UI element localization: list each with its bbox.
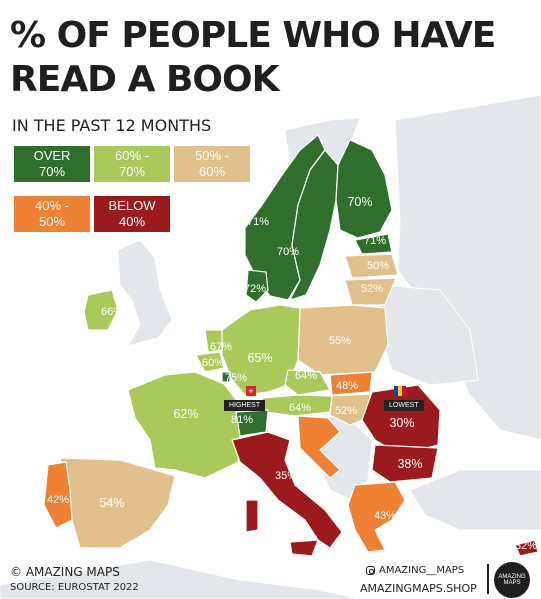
luxembourg-shape	[221, 371, 231, 383]
sweden-shape	[288, 149, 339, 301]
lowest-marker: LOWEST	[384, 386, 424, 411]
label-norway: 70%	[276, 246, 300, 258]
highest-marker: + HIGHEST	[224, 386, 266, 411]
greece-shape	[347, 481, 406, 553]
label-sweden: 71%	[246, 216, 270, 228]
badge-logo-text: AMAZING MAPS	[498, 574, 526, 586]
footer-shop: AMAZINGMAPS.SHOP	[360, 582, 477, 595]
label-italy: 35%	[274, 470, 298, 482]
slovenia-croatia-shape	[297, 415, 341, 479]
label-greece: 43%	[373, 510, 397, 522]
label-luxembourg: 75%	[224, 372, 248, 384]
lowest-label: LOWEST	[384, 400, 424, 411]
label-switzerland: 81%	[230, 414, 254, 426]
lithuania-shape	[344, 277, 397, 306]
instagram-icon	[366, 566, 375, 575]
czechia-shape	[284, 369, 331, 396]
france-shape	[127, 371, 241, 479]
north-africa-land	[0, 559, 361, 599]
label-denmark: 72%	[243, 283, 267, 295]
ireland-shape	[83, 289, 119, 331]
highest-label: HIGHEST	[224, 400, 266, 411]
uk-land	[117, 239, 173, 347]
label-portugal: 42%	[46, 494, 70, 506]
label-lithuania: 52%	[360, 283, 384, 295]
label-france: 62%	[173, 407, 199, 421]
label-hungary: 52%	[334, 405, 358, 417]
latvia-shape	[344, 253, 399, 279]
poland-shape	[297, 304, 389, 376]
label-poland: 55%	[328, 335, 352, 347]
subtitle: IN THE PAST 12 MONTHS	[12, 116, 212, 135]
label-estonia: 71%	[363, 235, 387, 247]
label-latvia: 50%	[366, 260, 390, 272]
denmark-shape	[245, 269, 269, 303]
footer-divider	[487, 564, 489, 594]
italy-shape	[231, 431, 343, 549]
label-spain: 54%	[99, 496, 125, 510]
label-ireland: 66%	[100, 306, 124, 318]
title-line-2: READ A BOOK	[10, 59, 280, 100]
footer-credit: © AMAZING MAPS	[10, 565, 120, 579]
belgium-shape	[195, 351, 225, 373]
footer-instagram: AMAZING__MAPS	[366, 565, 464, 576]
label-netherlands: 67%	[209, 341, 233, 353]
cyprus-shape	[514, 539, 539, 557]
legend-below-40: BELOW 40%	[94, 196, 170, 232]
badge-logo: AMAZING MAPS	[494, 562, 530, 598]
highest-flag-icon: +	[246, 386, 256, 396]
finland-shape	[335, 139, 393, 239]
label-slovakia: 48%	[335, 380, 359, 392]
legend-60-70: 60% - 70%	[94, 146, 170, 182]
sicily-shape	[289, 539, 319, 557]
countries	[43, 134, 539, 557]
portugal-shape	[43, 461, 73, 529]
legend-40-50: 40% - 50%	[14, 196, 90, 232]
footer-source: SOURCE: EUROSTAT 2022	[10, 582, 139, 593]
estonia-shape	[354, 233, 393, 255]
label-finland: 70%	[347, 195, 373, 209]
sardinia-shape	[245, 499, 259, 533]
label-belgium: 60%	[201, 357, 225, 369]
label-romania: 30%	[389, 416, 415, 430]
title-line-1: % OF PEOPLE WHO HAVE	[10, 15, 496, 56]
lowest-flag-icon	[394, 386, 406, 396]
legend-over-70: OVER 70%	[14, 146, 90, 182]
label-austria: 64%	[288, 402, 312, 414]
legend-50-60: 50% - 60%	[174, 146, 250, 182]
bulgaria-shape	[371, 444, 439, 483]
label-bulgaria: 38%	[397, 457, 423, 471]
slovakia-shape	[329, 371, 373, 396]
netherlands-shape	[204, 329, 223, 353]
label-germany: 65%	[247, 351, 273, 365]
non-eu-land	[0, 94, 541, 599]
turkey-land	[409, 469, 541, 531]
instagram-handle: AMAZING__MAPS	[379, 565, 465, 576]
label-czechia: 64%	[294, 370, 318, 382]
label-cyprus: 32%	[514, 540, 538, 552]
